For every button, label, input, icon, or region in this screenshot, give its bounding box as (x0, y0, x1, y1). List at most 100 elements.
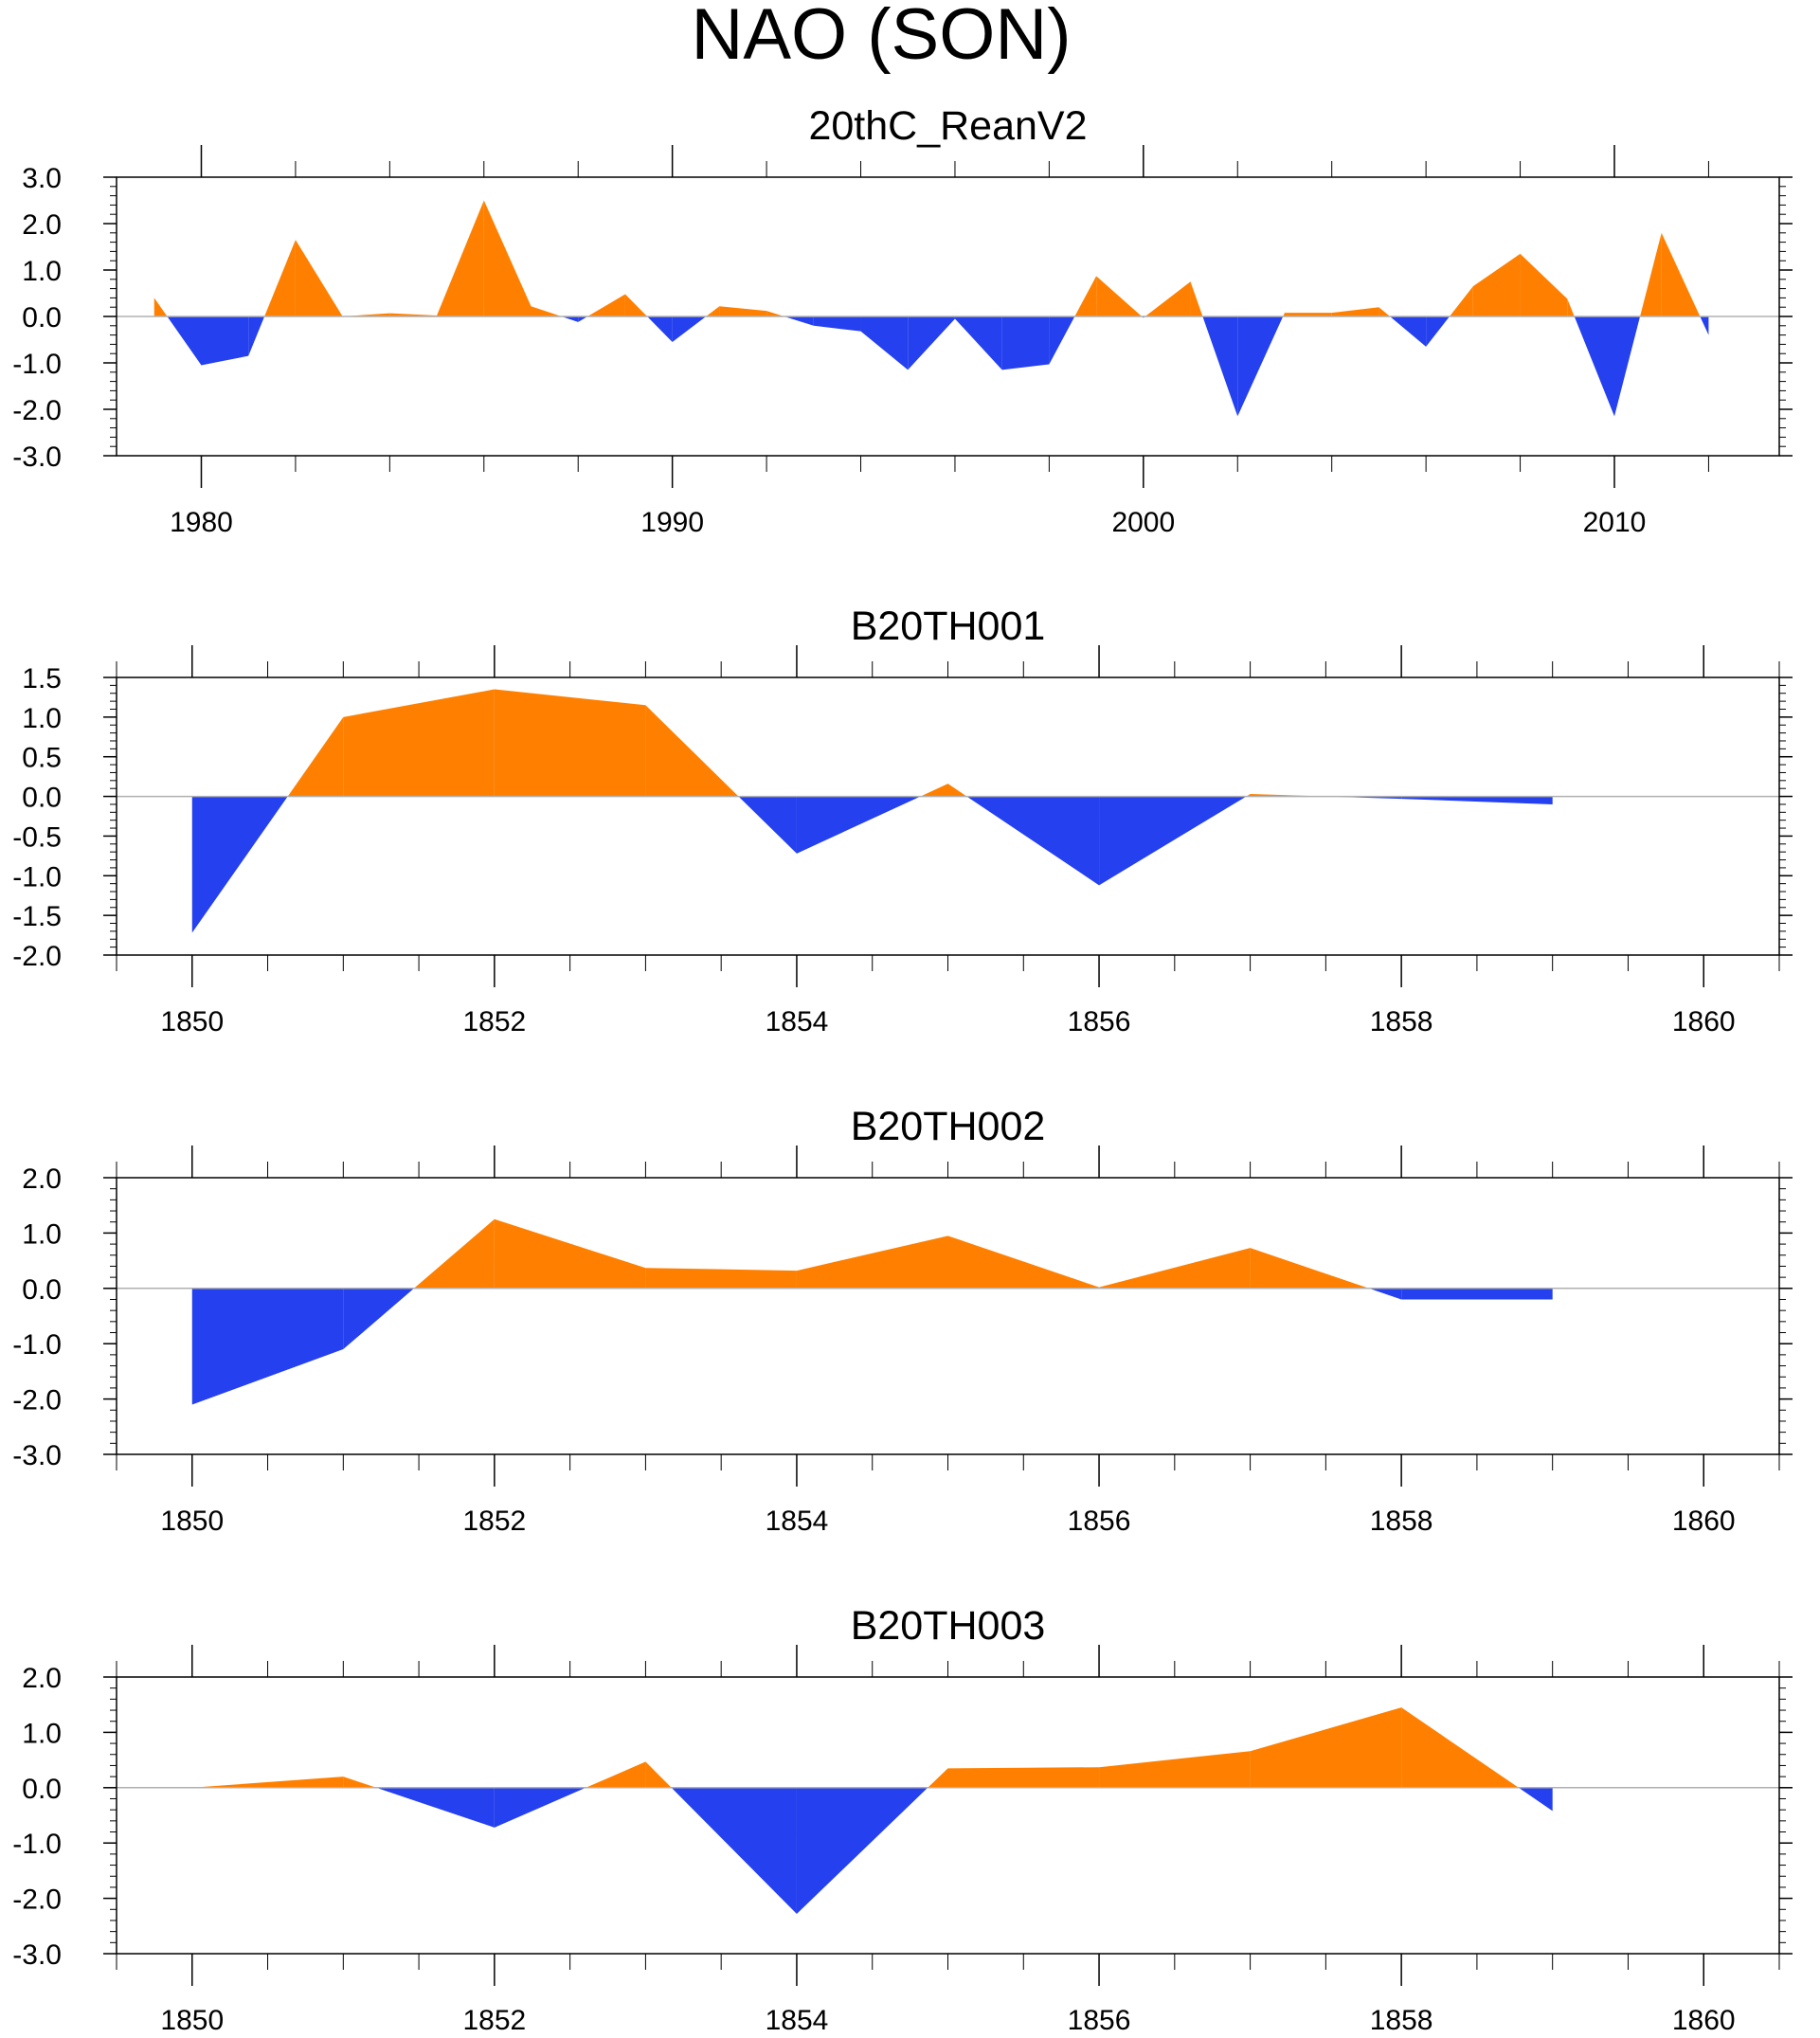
positive-anomaly-segment (1250, 1248, 1369, 1289)
positive-anomaly-segment (719, 306, 767, 316)
positive-anomaly-segment (1472, 253, 1521, 316)
positive-anomaly-segment (437, 200, 484, 316)
positive-anomaly-segment (1284, 313, 1332, 316)
y-tick-label: 1.0 (22, 703, 62, 734)
negative-anomaly-segment (1574, 316, 1614, 417)
y-tick-label: 0.0 (22, 302, 62, 334)
negative-anomaly-segment (954, 316, 1002, 370)
y-tick-label: 0.0 (22, 783, 62, 814)
positive-anomaly-segment (494, 1218, 646, 1289)
positive-anomaly-segment (264, 240, 296, 316)
positive-anomaly-segment (645, 1268, 797, 1289)
x-tick-label: 1852 (462, 1506, 526, 1537)
y-tick-label: -0.5 (12, 821, 62, 853)
negative-anomaly-segment (784, 316, 814, 326)
negative-anomaly-segment (647, 316, 673, 342)
positive-anomaly-segment (645, 1761, 672, 1788)
panel-title: B20TH001 (851, 604, 1046, 649)
positive-anomaly-segment (483, 200, 532, 316)
positive-anomaly-segment (920, 784, 948, 797)
negative-anomaly-segment (201, 316, 249, 366)
positive-anomaly-segment (1661, 232, 1701, 316)
panel-3: B20TH002 2.0 1.0 0.0 -1.0 -2.0 -3.0 1850 1852 185… (12, 1104, 1793, 1537)
y-tick-label: -1.0 (12, 349, 62, 380)
x-tick-label: 1854 (766, 1506, 829, 1537)
positive-anomaly-segment (1190, 281, 1203, 316)
negative-anomaly-segment (796, 1787, 928, 1914)
y-tick-label: -1.0 (12, 1329, 62, 1361)
y-tick-label: 2.0 (22, 1163, 62, 1195)
plot-frame (116, 1676, 1780, 1955)
negative-anomaly-segment (860, 316, 909, 370)
y-tick-label: -1.0 (12, 861, 62, 893)
negative-anomaly-segment (1049, 316, 1075, 365)
positive-anomaly-segment (1520, 253, 1568, 316)
positive-anomaly-segment (645, 705, 739, 797)
panel-title: 20thC_ReanV2 (808, 103, 1087, 149)
positive-anomaly-segment (928, 1768, 948, 1788)
negative-anomaly-segment (578, 316, 588, 322)
positive-anomaly-segment (586, 1761, 646, 1788)
y-tick-label: -1.0 (12, 1829, 62, 1860)
positive-anomaly-segment (1331, 307, 1379, 316)
negative-anomaly-segment (813, 316, 861, 332)
x-tick-label: 1860 (1672, 1506, 1736, 1537)
positive-anomaly-segment (287, 716, 344, 797)
x-tick-label: 1858 (1370, 1006, 1433, 1037)
positive-anomaly-segment (796, 1235, 948, 1289)
positive-anomaly-segment (766, 311, 784, 316)
panel-2: B20TH001 1.5 1.0 0.5 0.0 -0.5 -1.0 -1.5 -2.0 1850… (12, 604, 1793, 1037)
x-tick-label: 1990 (640, 507, 704, 538)
x-tick-label: 1858 (1370, 2005, 1433, 2036)
y-tick-label: -3.0 (12, 1939, 62, 1971)
panel-title: B20TH002 (851, 1104, 1046, 1149)
negative-anomaly-segment (796, 796, 921, 854)
negative-anomaly-segment (561, 316, 579, 322)
y-tick-label: -2.0 (12, 1385, 62, 1416)
x-tick-label: 1858 (1370, 1506, 1433, 1537)
negative-anomaly-segment (908, 316, 955, 370)
panel-1: 20thC_ReanV2 3.0 2.0 1.0 0.0 -1.0 -2.0 -3.0 1980… (12, 103, 1793, 538)
negative-anomaly-segment (1401, 796, 1553, 804)
negative-anomaly-segment (248, 316, 265, 356)
negative-anomaly-segment (1099, 796, 1247, 886)
positive-anomaly-segment (342, 313, 390, 316)
negative-anomaly-segment (1390, 316, 1427, 347)
negative-anomaly-segment (1368, 1288, 1402, 1300)
y-tick-label: -2.0 (12, 395, 62, 426)
positive-anomaly-segment (389, 313, 438, 316)
negative-anomaly-segment (1202, 316, 1238, 417)
negative-anomaly-segment (671, 1787, 797, 1914)
positive-anomaly-segment (191, 1776, 344, 1788)
x-tick-label: 1850 (160, 1506, 224, 1537)
y-tick-label: 1.0 (22, 256, 62, 287)
y-tick-label: 3.0 (22, 163, 62, 194)
y-tick-label: 1.0 (22, 1718, 62, 1749)
negative-anomaly-segment (1518, 1787, 1553, 1812)
positive-anomaly-segment (1283, 313, 1285, 316)
x-tick-label: 1860 (1672, 1006, 1736, 1037)
positive-anomaly-segment (947, 1767, 1100, 1788)
y-tick-label: 2.0 (22, 209, 62, 241)
negative-anomaly-segment (1426, 316, 1450, 347)
positive-anomaly-segment (295, 240, 343, 316)
x-tick-label: 1850 (160, 1006, 224, 1037)
negative-anomaly-segment (191, 1288, 344, 1405)
negative-anomaly-segment (1237, 316, 1284, 417)
negative-anomaly-segment (191, 796, 288, 933)
figure-title: NAO (SON) (691, 0, 1071, 75)
x-tick-label: 1860 (1672, 2005, 1736, 2036)
negative-anomaly-segment (343, 1288, 414, 1350)
x-tick-label: 1856 (1068, 1506, 1131, 1537)
positive-anomaly-segment (531, 306, 562, 316)
y-tick-label: -2.0 (12, 941, 62, 972)
positive-anomaly-segment (947, 1235, 1100, 1289)
x-tick-label: 1856 (1068, 2005, 1131, 2036)
positive-anomaly-segment (1567, 298, 1575, 316)
positive-anomaly-segment (1449, 286, 1473, 316)
x-tick-label: 1856 (1068, 1006, 1131, 1037)
y-tick-label: -1.5 (12, 901, 62, 932)
y-tick-label: -2.0 (12, 1885, 62, 1916)
negative-anomaly-segment (1401, 1288, 1553, 1300)
